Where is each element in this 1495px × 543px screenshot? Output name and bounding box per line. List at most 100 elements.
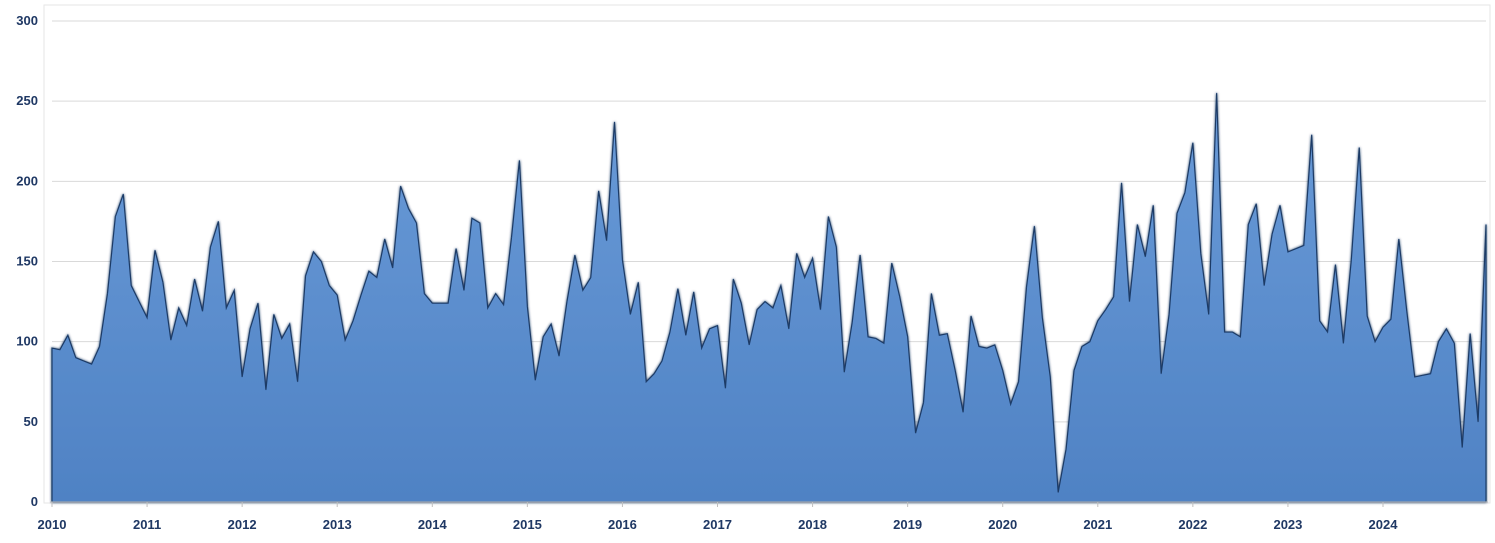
- data-point: [1073, 369, 1075, 372]
- data-point: [574, 254, 576, 256]
- x-tick-label: 2018: [798, 517, 827, 532]
- data-point: [312, 251, 315, 253]
- x-tick-label: 2010: [38, 517, 67, 532]
- data-point: [75, 357, 77, 359]
- data-point: [804, 276, 806, 279]
- data-point: [1192, 142, 1194, 144]
- data-point: [233, 289, 235, 291]
- data-point: [146, 317, 148, 319]
- data-point: [526, 305, 528, 307]
- data-point: [1200, 252, 1202, 255]
- data-point: [970, 315, 972, 317]
- data-point: [431, 302, 433, 304]
- data-point: [1398, 238, 1400, 240]
- data-point: [788, 328, 790, 330]
- x-tick-label: 2012: [228, 517, 257, 532]
- data-point: [661, 360, 663, 362]
- data-point: [455, 248, 457, 250]
- data-point: [637, 281, 639, 283]
- data-point: [891, 262, 893, 264]
- data-point: [851, 321, 853, 324]
- data-point: [368, 270, 370, 272]
- data-point: [502, 304, 505, 306]
- data-point: [1105, 309, 1107, 311]
- data-point: [796, 252, 798, 255]
- data-point: [772, 307, 774, 309]
- data-point: [645, 381, 647, 383]
- x-tick-label: 2019: [893, 517, 922, 532]
- data-point: [384, 238, 386, 240]
- data-point: [1358, 147, 1360, 149]
- x-tick-label: 2013: [323, 517, 352, 532]
- plot-frame: [43, 4, 1491, 504]
- data-point: [1247, 224, 1249, 226]
- data-point: [1303, 244, 1305, 247]
- data-point: [780, 284, 782, 287]
- data-point: [1287, 251, 1289, 253]
- data-point: [677, 288, 679, 290]
- data-point: [59, 349, 61, 351]
- data-point: [1057, 491, 1059, 493]
- data-point: [1089, 341, 1091, 343]
- data-point: [407, 207, 410, 210]
- data-point: [669, 331, 671, 333]
- data-point: [1366, 315, 1368, 317]
- data-point: [1081, 345, 1083, 348]
- data-point: [566, 300, 568, 303]
- data-point: [542, 336, 544, 338]
- data-point: [685, 334, 687, 336]
- data-point: [1326, 331, 1329, 333]
- data-point: [843, 371, 845, 373]
- data-point: [819, 309, 822, 311]
- y-tick-label: 250: [16, 93, 38, 108]
- y-tick-label: 50: [24, 414, 38, 429]
- data-point: [716, 325, 719, 327]
- data-point: [376, 276, 378, 279]
- data-point: [51, 347, 53, 349]
- data-point: [328, 284, 330, 287]
- data-point: [1128, 300, 1131, 303]
- data-point: [653, 373, 655, 375]
- data-point: [336, 294, 338, 296]
- area-series: [51, 92, 1487, 503]
- data-point: [1120, 182, 1123, 184]
- data-point: [400, 185, 402, 187]
- data-point: [114, 216, 116, 218]
- data-point: [186, 325, 188, 327]
- data-point: [1311, 134, 1313, 136]
- data-point: [1374, 341, 1376, 343]
- data-point: [1255, 203, 1257, 205]
- data-point: [297, 381, 299, 383]
- data-point: [1263, 284, 1265, 287]
- data-point: [281, 337, 283, 340]
- x-tick-label: 2016: [608, 517, 637, 532]
- data-point: [1319, 320, 1321, 322]
- data-point: [1010, 403, 1012, 405]
- x-tick-label: 2022: [1178, 517, 1207, 532]
- data-point: [1216, 92, 1218, 94]
- data-point: [1208, 313, 1210, 316]
- data-point: [590, 276, 592, 279]
- data-point: [1461, 446, 1463, 449]
- data-point: [1342, 342, 1344, 344]
- data-point: [1279, 204, 1281, 206]
- data-point: [1152, 204, 1154, 206]
- data-point: [487, 307, 489, 309]
- data-point: [1350, 259, 1352, 261]
- data-point: [1445, 328, 1447, 330]
- data-point: [1041, 317, 1043, 319]
- data-point: [1049, 376, 1051, 378]
- data-point: [320, 260, 322, 263]
- data-point: [859, 254, 861, 256]
- data-point: [693, 291, 695, 293]
- data-point: [613, 121, 616, 123]
- x-tick-label: 2017: [703, 517, 732, 532]
- y-axis-ticks: 0 50 100 150 200 250 300: [16, 13, 38, 509]
- data-point: [1223, 331, 1226, 333]
- data-point: [899, 296, 901, 298]
- data-point: [257, 302, 259, 304]
- data-point: [241, 376, 243, 378]
- data-point: [605, 240, 608, 242]
- data-point: [954, 369, 956, 372]
